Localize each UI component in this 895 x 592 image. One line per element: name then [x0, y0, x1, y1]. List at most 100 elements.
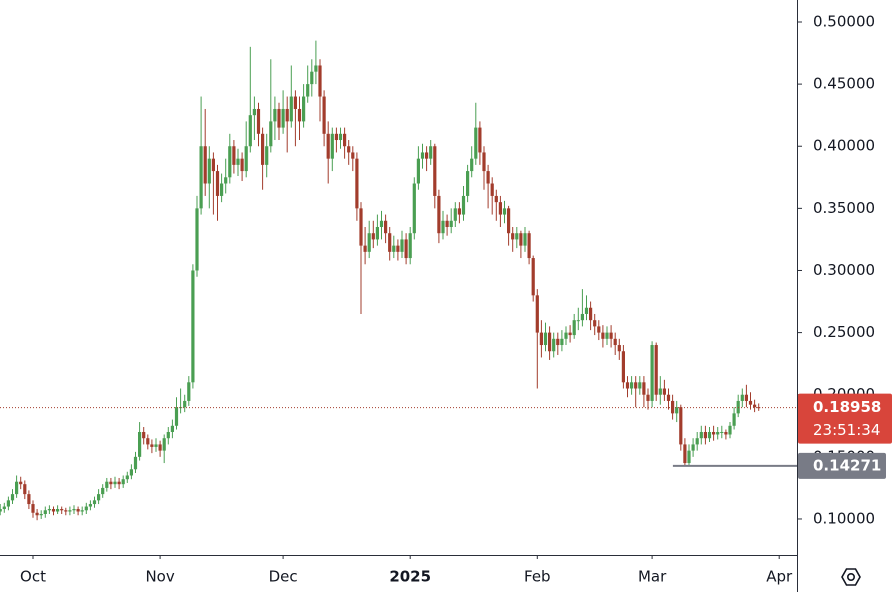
x-tick-label: Dec: [269, 568, 298, 586]
candle-body: [43, 510, 47, 514]
candle-body: [744, 394, 748, 401]
candle-body: [10, 494, 15, 501]
low-label-box: [798, 452, 886, 479]
candle-body: [92, 500, 97, 505]
candle-body: [318, 65, 322, 97]
candle-body: [564, 332, 568, 339]
candle-body: [511, 233, 515, 240]
countdown-label: 23:51:34: [813, 421, 880, 439]
candle-body: [396, 245, 400, 252]
candle-body: [72, 509, 76, 511]
y-tick-label: 0.40000: [813, 137, 875, 155]
candle-body: [613, 338, 617, 346]
candle-body: [261, 133, 265, 165]
candle-body: [281, 108, 285, 128]
candle-body: [474, 127, 478, 159]
candle-body: [277, 108, 281, 128]
candle-body: [174, 407, 179, 426]
candle-body: [461, 195, 466, 215]
candle-body: [19, 481, 23, 485]
candle-body: [322, 96, 326, 134]
candle-body: [601, 332, 605, 339]
candle-body: [400, 239, 404, 252]
candle-body: [716, 431, 720, 435]
candle-body: [207, 158, 211, 184]
candle-body: [302, 96, 306, 122]
candle-body: [445, 220, 449, 227]
settings-hexagon: [841, 568, 861, 586]
candle-body: [437, 195, 441, 234]
candle-body: [121, 479, 125, 485]
candle-body: [371, 233, 375, 240]
candle-body: [347, 146, 351, 153]
candle-body: [244, 146, 248, 172]
candle-body: [166, 431, 170, 439]
last-price-box: [798, 393, 892, 444]
candle-body: [740, 394, 744, 401]
candle-body: [60, 509, 64, 511]
candle-body: [453, 208, 457, 221]
last-price-label: 0.18958: [813, 398, 881, 416]
candle-body: [125, 475, 129, 480]
candle-body: [215, 171, 220, 196]
candle-body: [576, 320, 580, 322]
candle-body: [343, 133, 347, 147]
candle-body: [490, 183, 494, 196]
candle-body: [84, 506, 88, 511]
low-label: 0.14271: [813, 456, 881, 474]
candle-body: [584, 307, 589, 314]
candle-body: [416, 158, 420, 184]
candle-body: [297, 108, 302, 122]
candle-body: [650, 345, 654, 401]
candle-body: [269, 121, 273, 147]
candle-body: [449, 220, 453, 227]
settings-dot: [846, 572, 856, 582]
candle-body: [748, 400, 753, 405]
candle-body: [2, 506, 6, 510]
candle-body: [88, 504, 92, 507]
candle-body: [527, 233, 531, 259]
candle-body: [412, 183, 416, 234]
candle-body: [105, 481, 109, 488]
y-tick-label: 0.10000: [813, 509, 875, 527]
candle-body: [732, 413, 736, 426]
candle-body: [466, 171, 470, 196]
candle-body: [306, 84, 310, 97]
candle-body: [703, 431, 707, 439]
candle-body: [101, 487, 105, 495]
candle-body: [338, 133, 343, 141]
candle-body: [51, 509, 56, 512]
candles: [0, 40, 761, 521]
candle-body: [248, 115, 252, 147]
candle-body: [240, 158, 244, 172]
candle-body: [162, 438, 166, 451]
candle-body: [293, 96, 297, 109]
candle-body: [183, 400, 187, 408]
candle-body: [707, 431, 712, 439]
candle-body: [470, 158, 474, 172]
candle-body: [642, 382, 646, 395]
candle-body: [220, 183, 224, 196]
candle-body: [56, 509, 60, 512]
candle-body: [285, 108, 289, 122]
candle-body: [232, 146, 236, 165]
candle-body: [498, 202, 502, 215]
candle-body: [23, 484, 27, 495]
candle-body: [404, 239, 408, 259]
candle-body: [593, 320, 597, 327]
candle-body: [191, 270, 195, 383]
candle-body: [605, 332, 609, 339]
candle-body: [199, 146, 203, 209]
y-tick-label: 0.50000: [813, 12, 875, 30]
settings-icon[interactable]: [841, 568, 861, 586]
candle-body: [671, 400, 675, 414]
candle-body: [695, 438, 699, 445]
candle-body: [617, 345, 621, 352]
candle-body: [150, 444, 154, 447]
candle-body: [543, 332, 548, 346]
x-tick-label: 2025: [389, 568, 431, 586]
candle-body: [80, 510, 84, 512]
candle-body: [580, 313, 584, 321]
